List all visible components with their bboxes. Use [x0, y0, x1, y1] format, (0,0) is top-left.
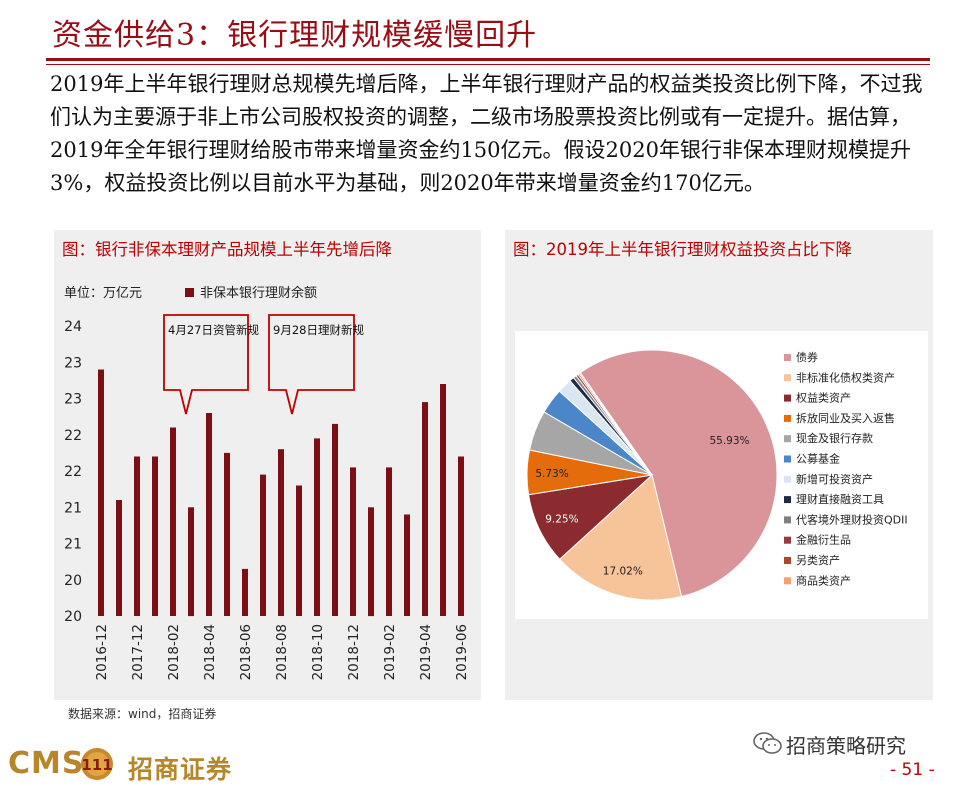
pie-legend-label: 理财直接融资工具: [796, 492, 884, 506]
x-tick-label: 2016-12: [94, 624, 110, 680]
y-tick-label: 20: [64, 609, 82, 625]
pie-legend-label: 新增可投资资产: [796, 472, 873, 486]
pie-legend-label: 另类资产: [796, 553, 840, 567]
x-tick-label: 2019-04: [418, 624, 434, 680]
callout-asset-rule-text: 4月27日资管新规: [168, 323, 259, 337]
unit-label: 单位：万亿元: [64, 286, 142, 301]
pie-legend-swatch: [784, 496, 791, 504]
callout-asset-rule-box: [163, 314, 249, 415]
svg-text:111: 111: [81, 756, 112, 774]
pie-slice: [579, 349, 778, 598]
pie-data-label: 55.93%: [709, 435, 749, 447]
x-tick-label: 2019-02: [382, 624, 398, 680]
bar-chart: 单位：万亿元 非保本银行理财余额 24 23 23 22 22 21 21 20 20 2016-12…: [64, 285, 470, 680]
bar: [206, 413, 212, 616]
page-number: - 51 -: [890, 760, 935, 780]
callout-wealth-rule-box: [268, 314, 355, 415]
bar: [260, 474, 266, 616]
bar: [278, 449, 284, 616]
wechat-icon: [753, 732, 782, 754]
legend-label: 非保本银行理财余额: [200, 285, 317, 301]
pie-legend-swatch: [784, 577, 791, 585]
y-tick-label: 23: [64, 392, 82, 408]
bar: [134, 456, 140, 616]
x-tick-label: 2017-12: [130, 624, 146, 680]
bar: [98, 369, 104, 616]
pie-data-label: 9.25%: [545, 513, 578, 525]
pie-legend-swatch: [784, 394, 791, 402]
x-tick-label: 2018-10: [310, 624, 326, 680]
y-tick-label: 21: [64, 537, 82, 553]
x-tick-label: 2018-04: [202, 624, 218, 680]
x-tick-label: 2019-06: [454, 624, 470, 680]
bar: [440, 384, 446, 616]
x-tick-label: 2018-08: [274, 624, 290, 680]
pie-data-label: 17.02%: [603, 566, 643, 578]
cms-logo-icon: 111: [81, 748, 113, 780]
bar: [314, 438, 320, 616]
bar: [458, 456, 464, 616]
title-underline-thin: [46, 64, 930, 65]
data-source: 数据来源：wind，招商证券: [68, 707, 217, 721]
bar: [386, 467, 392, 616]
pie-legend-swatch: [784, 374, 791, 382]
brand-cms: CMS: [8, 746, 85, 781]
bar: [404, 514, 410, 616]
pie-legend-swatch: [784, 536, 791, 544]
x-tick-label: 2018-06: [238, 624, 254, 680]
bar: [116, 500, 122, 616]
legend-swatch: [185, 288, 194, 297]
bar: [296, 485, 302, 616]
title-underline: [46, 58, 930, 61]
pie-legend-label: 公募基金: [796, 452, 840, 466]
pie-legend-label: 债券: [796, 350, 818, 364]
bar: [332, 423, 338, 616]
pie-legend-swatch: [784, 414, 791, 422]
bar: [224, 452, 230, 616]
x-tick-label: 2018-12: [346, 624, 362, 680]
pie-legend-label: 金融衍生品: [796, 533, 851, 547]
bar: [368, 507, 374, 617]
pie-legend-label: 拆放同业及买入返售: [796, 411, 895, 425]
pie-slice: [578, 371, 653, 476]
wechat-account: 招商策略研究: [786, 734, 906, 758]
bar-chart-title: 图：银行非保本理财产品规模上半年先增后降: [62, 240, 392, 259]
y-tick-label: 23: [64, 355, 82, 371]
pie-legend-swatch: [784, 354, 791, 361]
pie-legend-label: 权益类资产: [796, 391, 851, 405]
callout-wealth-rule-text: 9月28日理财新规: [273, 323, 364, 337]
y-tick-label: 20: [64, 573, 82, 589]
pie-legend-label: 现金及银行存款: [796, 431, 873, 445]
bar: [242, 568, 248, 616]
x-tick-label: 2018-02: [166, 624, 182, 680]
y-tick-label: 22: [64, 464, 82, 480]
pie-chart: 55.93% 17.02% 9.25% 5.73% 债券非标准化债权类资产权益类资产拆放…: [515, 331, 928, 619]
pie-data-label: 5.73%: [535, 468, 568, 480]
bar: [152, 456, 158, 616]
bar: [170, 427, 176, 616]
bar-chart-panel: 图：银行非保本理财产品规模上半年先增后降 单位：万亿元 非保本银行理财余额 24 23…: [54, 230, 481, 700]
pie-chart-title: 图：2019年上半年银行理财权益投资占比下降: [513, 240, 852, 259]
pie-legend-swatch: [784, 516, 791, 524]
pie-chart-panel: 图：2019年上半年银行理财权益投资占比下降 55.93% 17.02% 9.25%…: [505, 230, 933, 700]
bar: [350, 467, 356, 616]
pie-slice: [558, 474, 683, 601]
bar: [422, 402, 428, 616]
y-tick-label: 22: [64, 428, 82, 444]
pie-legend-label: 商品类资产: [796, 573, 851, 587]
pie-legend-label: 代客境外理财投资QDII: [796, 512, 908, 526]
bar: [188, 507, 194, 617]
pie-legend-swatch: [784, 435, 791, 443]
y-tick-label: 21: [64, 500, 82, 516]
brand-name: 招商证券: [128, 755, 233, 784]
pie-legend-swatch: [784, 475, 791, 483]
summary-paragraph: 2019年上半年银行理财总规模先增后降，上半年银行理财产品的权益类投资比例下降，…: [50, 72, 923, 195]
pie-legend-swatch: [784, 455, 791, 463]
pie-legend-label: 非标准化债权类资产: [796, 370, 895, 384]
page-title: 资金供给3：银行理财规模缓慢回升: [52, 18, 538, 53]
y-tick-label: 24: [64, 319, 82, 335]
pie-legend-swatch: [784, 557, 791, 564]
